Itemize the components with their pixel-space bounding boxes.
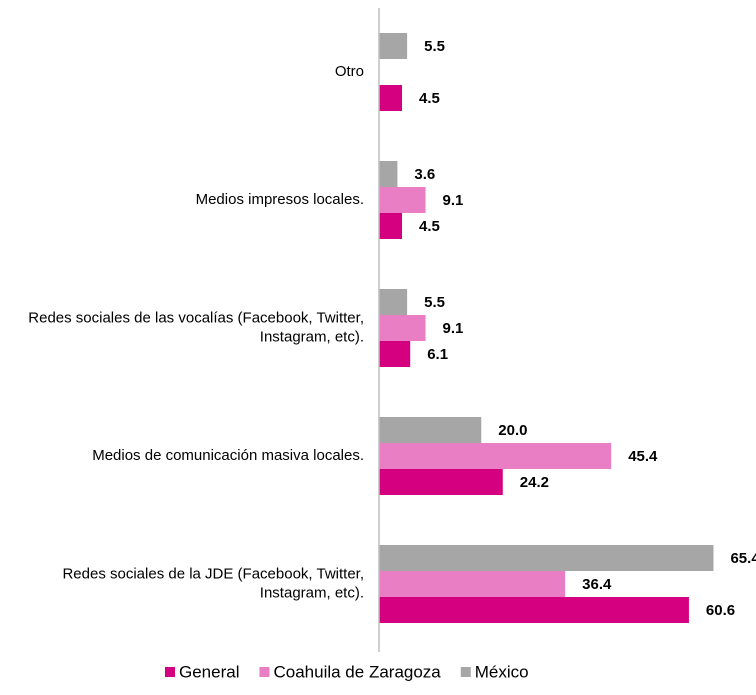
value-label: 9.1: [443, 320, 464, 337]
value-label: 4.5: [419, 218, 440, 235]
value-label: 6.1: [427, 346, 448, 363]
value-label: 20.0: [498, 422, 527, 439]
bar: [379, 213, 403, 239]
legend-label: General: [179, 662, 239, 681]
bar: [379, 417, 482, 443]
bar: [379, 289, 408, 315]
legend-label: México: [475, 662, 529, 681]
legend-swatch: [259, 667, 270, 677]
category-label: Medios de comunicación masiva locales.: [92, 447, 364, 464]
category-label: Redes sociales de las vocalías (Facebook…: [28, 309, 364, 345]
value-label: 3.6: [414, 166, 435, 183]
category-label-line: Instagram, etc).: [260, 328, 364, 345]
bar: [379, 469, 503, 495]
category-label-line: Redes sociales de la JDE (Facebook, Twit…: [62, 565, 364, 582]
value-label: 5.5: [424, 38, 445, 55]
value-label: 5.5: [424, 294, 445, 311]
bar: [379, 341, 411, 367]
value-label: 60.6: [706, 602, 735, 619]
bar: [379, 161, 398, 187]
bar: [379, 443, 612, 469]
value-label: 65.4: [730, 550, 756, 567]
legend-label: Coahuila de Zaragoza: [273, 662, 441, 681]
bar: [379, 187, 426, 213]
legend-swatch: [165, 667, 175, 677]
value-label: 4.5: [419, 90, 440, 107]
category-label: Medios impresos locales.: [196, 191, 364, 208]
legend-swatch: [460, 667, 471, 677]
value-label: 9.1: [443, 192, 464, 209]
category-label-line: Redes sociales de las vocalías (Facebook…: [28, 309, 364, 326]
bar: [379, 85, 403, 111]
bar: [379, 597, 689, 623]
bar: [379, 545, 714, 571]
bar: [379, 315, 426, 341]
value-label: 24.2: [520, 474, 549, 491]
category-label: Otro: [335, 63, 364, 80]
value-label: 45.4: [628, 448, 658, 465]
category-label-line: Instagram, etc).: [260, 584, 364, 601]
bar: [379, 571, 566, 597]
bar: [379, 33, 408, 59]
value-label: 36.4: [582, 576, 612, 593]
category-label: Redes sociales de la JDE (Facebook, Twit…: [62, 565, 364, 601]
